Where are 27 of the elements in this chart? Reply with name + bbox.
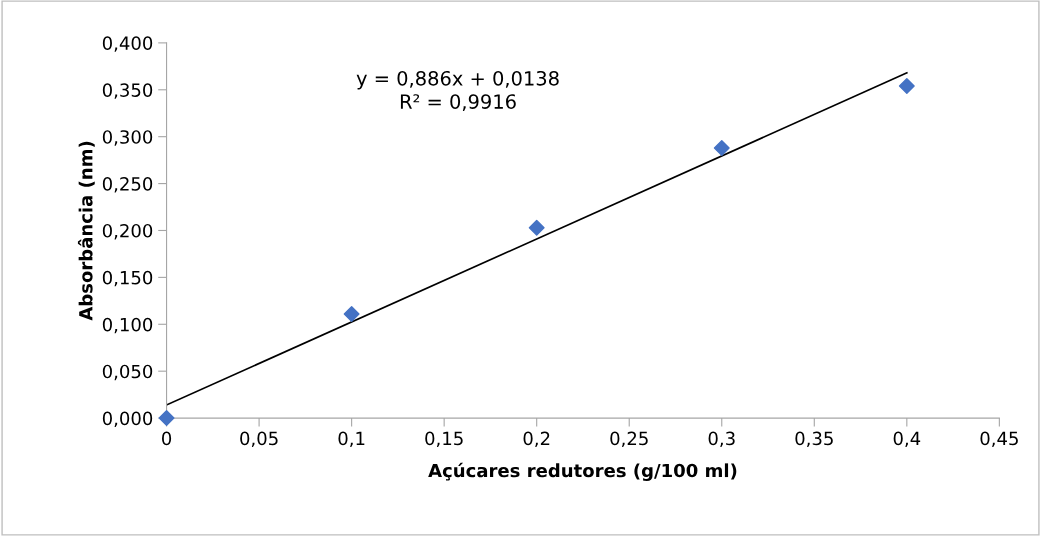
y-tick-label: 0,400 [102, 36, 153, 52]
x-tick-label: 0,1 [338, 431, 365, 448]
y-tick-label: 0,050 [102, 364, 153, 381]
y-axis-title: Absorbância (nm) [77, 141, 95, 321]
x-tick-label: 0,3 [708, 431, 735, 448]
y-tick-label: 0,150 [102, 270, 153, 287]
y-tick-label: 0,200 [102, 223, 153, 240]
point [158, 410, 175, 427]
x-tick-label: 0,05 [240, 431, 278, 448]
y-tick-label: 0,300 [102, 130, 153, 146]
y-tick-label: 0,100 [102, 317, 153, 334]
point [898, 78, 915, 95]
x-axis-title: Açúcares redutores (g/100 ml) [428, 462, 737, 481]
y-tick-label: 0,000 [102, 411, 153, 428]
y-tick-label: 0,350 [102, 83, 153, 99]
x-tick-label: 0,2 [523, 431, 550, 448]
point [343, 305, 360, 322]
x-tick-label: 0,45 [980, 431, 1018, 448]
annotation: y = 0,886x + 0,0138 R² = 0,9916 [356, 70, 559, 111]
y-tick-label: 0,250 [102, 177, 153, 193]
point [528, 219, 545, 236]
x-tick-label: 0 [162, 431, 172, 446]
x-tick-label: 0,25 [610, 431, 648, 448]
x-tick-label: 0,35 [795, 431, 833, 448]
point [713, 139, 730, 156]
x-tick-label: 0,15 [425, 431, 463, 448]
x-tick-label: 0,4 [893, 431, 921, 448]
